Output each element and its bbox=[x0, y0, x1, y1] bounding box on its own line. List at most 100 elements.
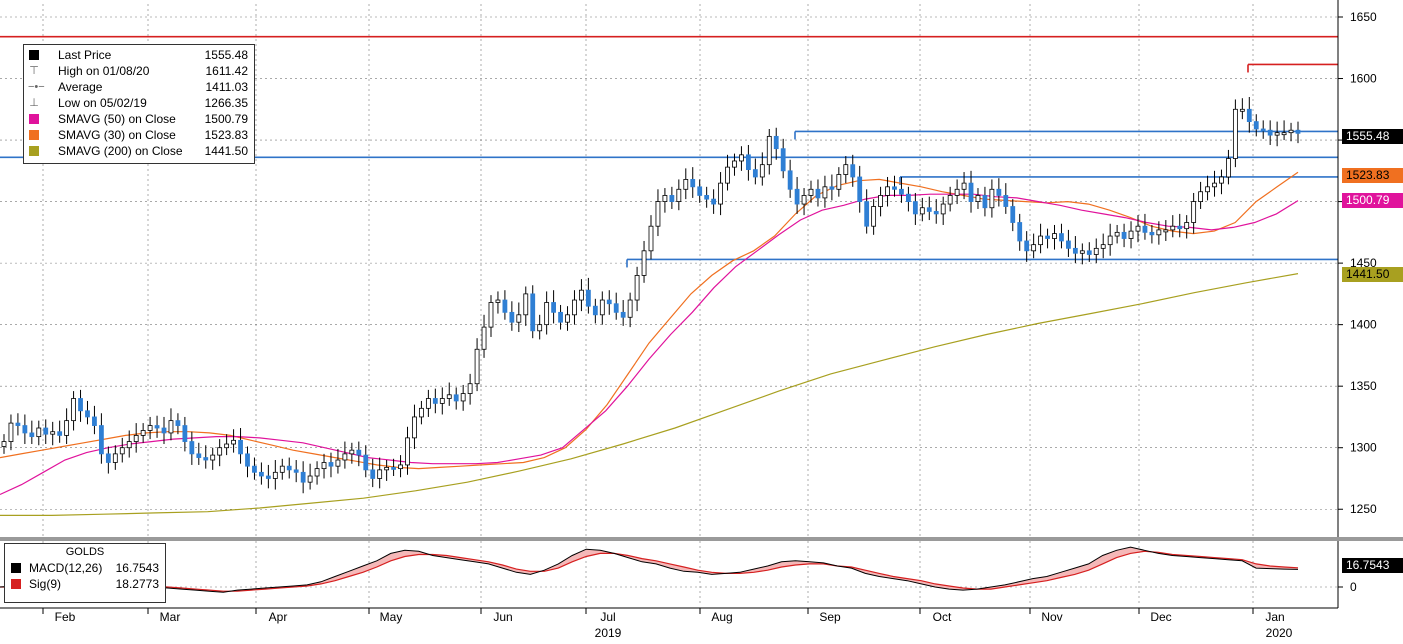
candle-body bbox=[794, 188, 800, 205]
candle-body bbox=[773, 135, 779, 150]
candle-body bbox=[175, 420, 181, 426]
legend-row: Last Price 1555.48 bbox=[24, 47, 254, 63]
candle-body bbox=[829, 186, 835, 190]
candle-body bbox=[1253, 121, 1259, 130]
candle-body bbox=[718, 182, 723, 205]
candle-body bbox=[926, 207, 932, 212]
x-tick-label: Nov bbox=[1041, 610, 1062, 624]
candle-body bbox=[252, 465, 257, 473]
candle-body bbox=[885, 186, 890, 196]
candle-body bbox=[85, 410, 90, 418]
candle-body bbox=[752, 169, 758, 178]
candle-body bbox=[238, 439, 243, 455]
candle-body bbox=[495, 299, 501, 303]
y-tick-label: 1250 bbox=[1350, 502, 1377, 516]
legend-swatch bbox=[29, 146, 39, 156]
legend-value: 1555.48 bbox=[204, 48, 248, 62]
sma50-line bbox=[0, 193, 1299, 496]
y-tick-label: 1300 bbox=[1350, 441, 1377, 455]
candle-body bbox=[836, 174, 842, 190]
candle-body bbox=[815, 188, 821, 199]
candles bbox=[1, 96, 1301, 494]
x-tick-label: Oct bbox=[933, 610, 952, 624]
candle-body bbox=[572, 299, 577, 316]
candle-body bbox=[22, 425, 28, 434]
legend-swatch bbox=[29, 114, 39, 124]
candle-body bbox=[78, 398, 83, 412]
candle-body bbox=[391, 466, 396, 470]
candle-body bbox=[954, 188, 960, 196]
candle-body bbox=[356, 449, 362, 456]
candle-body bbox=[551, 302, 557, 313]
candle-body bbox=[1052, 233, 1057, 239]
candle-body bbox=[147, 425, 153, 431]
candle-body bbox=[613, 303, 619, 313]
candle-body bbox=[474, 348, 480, 385]
candle-body bbox=[606, 299, 612, 305]
x-tick-label: Aug bbox=[711, 610, 732, 624]
candle-body bbox=[321, 462, 327, 470]
candle-body bbox=[759, 164, 765, 178]
x-tick-label: Jan bbox=[1265, 610, 1284, 624]
y-tick-label: 1450 bbox=[1350, 256, 1377, 270]
signal-line bbox=[0, 550, 1299, 592]
candle-body bbox=[265, 475, 271, 479]
candle-body bbox=[711, 198, 717, 205]
legend-row: ⊥ Low on 05/02/19 1266.35 bbox=[24, 95, 254, 111]
candle-body bbox=[363, 454, 369, 471]
candle-body bbox=[71, 398, 76, 422]
candle-body bbox=[425, 398, 431, 409]
candle-body bbox=[398, 464, 403, 470]
candle-body bbox=[259, 471, 264, 477]
candle-body bbox=[878, 195, 883, 207]
y-tick-label: 1600 bbox=[1350, 72, 1377, 86]
candle-body bbox=[996, 188, 1002, 196]
candle-body bbox=[210, 454, 216, 461]
candle-body bbox=[112, 453, 118, 463]
candle-body bbox=[787, 170, 793, 190]
candle-body bbox=[467, 383, 473, 394]
y-tick-label: 0 bbox=[1350, 580, 1357, 594]
candle-body bbox=[439, 398, 445, 404]
candle-body bbox=[1114, 231, 1120, 237]
candle-body bbox=[1010, 206, 1016, 223]
candle-body bbox=[822, 186, 828, 199]
axis-value-tag: 1523.83 bbox=[1342, 167, 1403, 183]
candle-body bbox=[620, 311, 626, 318]
high-icon: ⊤ bbox=[29, 65, 39, 77]
candle-body bbox=[1031, 244, 1037, 252]
candle-body bbox=[349, 449, 355, 455]
legend-label: Sig(9) bbox=[29, 577, 62, 591]
candle-body bbox=[1135, 225, 1141, 232]
candle-body bbox=[432, 398, 438, 404]
candle-body bbox=[641, 250, 647, 276]
moving-averages bbox=[0, 171, 1299, 517]
y-tick-label: 1350 bbox=[1350, 379, 1377, 393]
candle-body bbox=[1239, 108, 1245, 112]
candle-body bbox=[1121, 231, 1127, 239]
legend-value: 1411.03 bbox=[205, 80, 249, 94]
candle-body bbox=[1003, 195, 1009, 207]
candle-body bbox=[801, 195, 807, 205]
candle-body bbox=[8, 422, 14, 442]
candle-body bbox=[217, 447, 223, 456]
legend-label: SMAVG (50) on Close bbox=[58, 112, 176, 126]
legend-swatch bbox=[11, 563, 21, 573]
candle-body bbox=[92, 416, 97, 426]
candle-body bbox=[1191, 201, 1197, 223]
x-tick-label: Dec bbox=[1150, 610, 1171, 624]
candle-body bbox=[314, 468, 320, 477]
candle-body bbox=[669, 195, 675, 202]
candle-body bbox=[690, 179, 696, 188]
candle-body bbox=[481, 326, 487, 350]
candle-body bbox=[1093, 247, 1099, 255]
legend-label: Low on 05/02/19 bbox=[58, 96, 147, 110]
candle-body bbox=[1226, 158, 1231, 178]
legend-row: SMAVG (50) on Close 1500.79 bbox=[24, 111, 254, 127]
candle-body bbox=[940, 203, 946, 215]
candle-body bbox=[676, 188, 682, 202]
candle-body bbox=[384, 466, 390, 471]
legend-label: MACD(12,26) bbox=[29, 561, 103, 575]
